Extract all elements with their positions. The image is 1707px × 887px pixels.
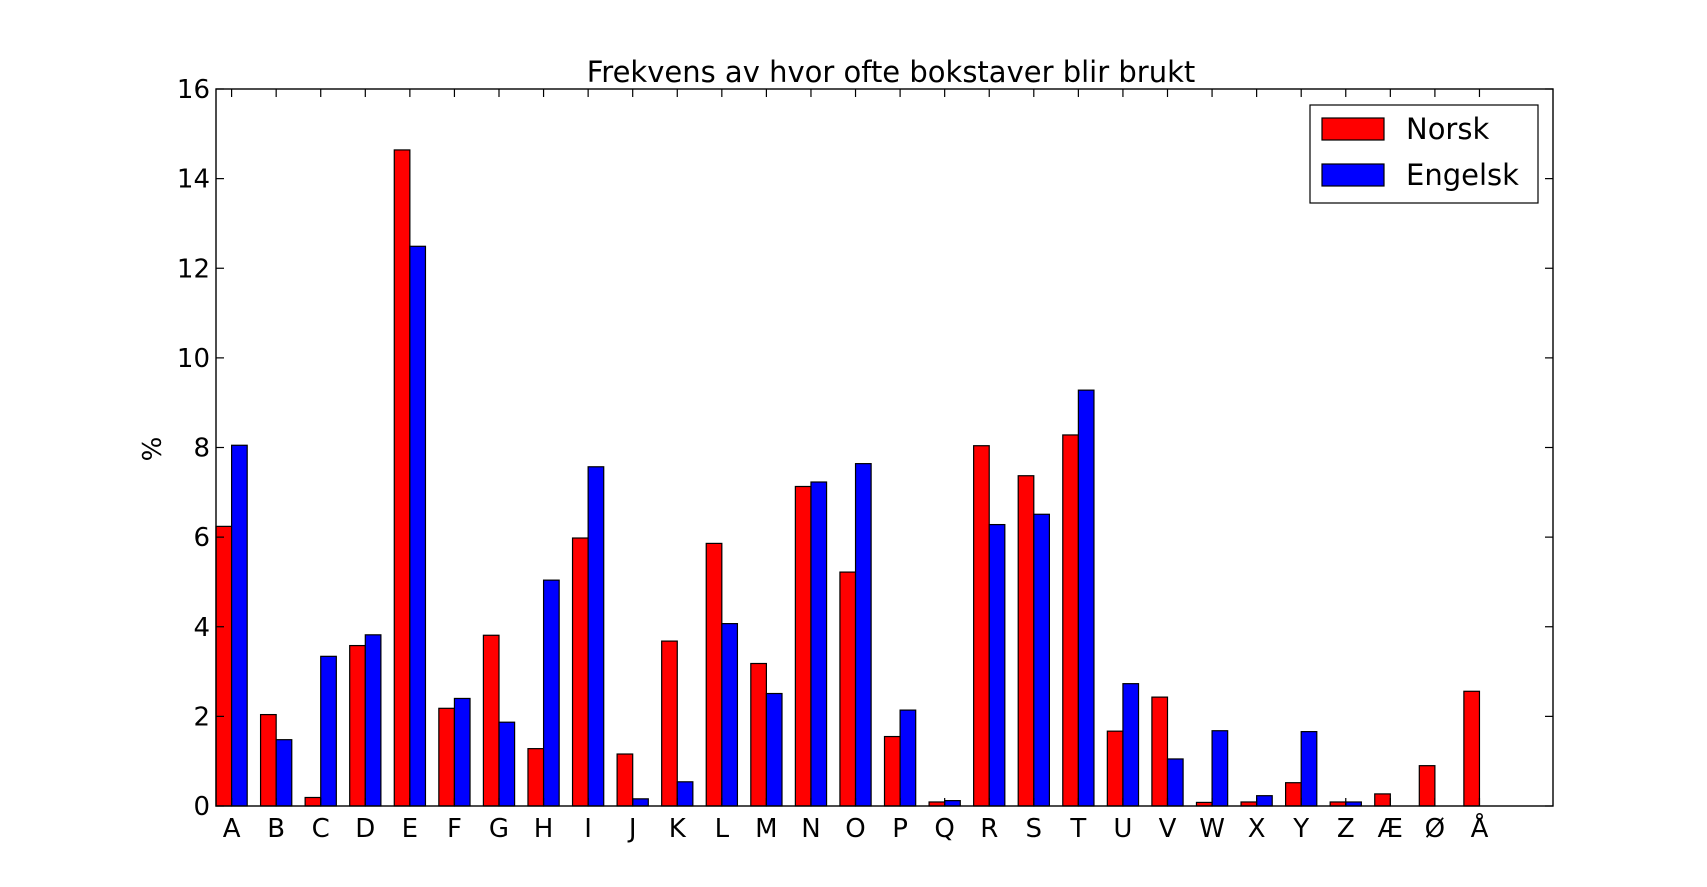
bar-norsk-O — [839, 571, 857, 807]
bar-engelsk-Q — [944, 800, 961, 807]
bar-engelsk-O — [854, 463, 872, 807]
bar-norsk-U — [1106, 730, 1124, 807]
x-tick-label-Å: Å — [1471, 812, 1489, 844]
bar-engelsk-Y — [1300, 731, 1318, 807]
bar-engelsk-A — [231, 444, 248, 807]
bar-norsk-L — [705, 542, 723, 807]
y-tick-label: 12 — [177, 254, 210, 284]
bar-norsk-G — [482, 634, 500, 807]
x-tick-label-L: L — [715, 814, 730, 844]
bar-norsk-K — [661, 640, 678, 807]
y-axis-label: % — [138, 437, 168, 462]
y-tick-label: 14 — [177, 165, 210, 195]
x-tick-label-Æ: Æ — [1378, 814, 1403, 844]
bar-engelsk-L — [721, 623, 739, 807]
x-tick-label-Ø: Ø — [1425, 814, 1445, 844]
bar-norsk-S — [1017, 475, 1035, 807]
x-tick-label-K: K — [669, 814, 687, 844]
legend-swatch-norsk — [1321, 117, 1385, 141]
x-tick-label-N: N — [801, 814, 820, 844]
y-tick-label: 10 — [177, 344, 210, 374]
bar-norsk-R — [973, 445, 990, 807]
bar-norsk-Å — [1463, 690, 1481, 807]
bar-engelsk-E — [409, 245, 427, 807]
y-ticks-group: 0 2 4 6 8 10 12 14 16 — [177, 75, 1553, 822]
x-tick-label-R: R — [980, 814, 998, 844]
bar-engelsk-T — [1077, 389, 1095, 807]
bar-norsk-P — [883, 735, 901, 807]
bar-engelsk-N — [810, 481, 828, 807]
legend-label-norsk: Norsk — [1406, 112, 1489, 146]
bar-engelsk-V — [1166, 758, 1184, 807]
x-tick-label-Y: Y — [1292, 814, 1309, 844]
x-tick-label-W: W — [1199, 814, 1225, 844]
legend-swatch-engelsk — [1321, 163, 1385, 187]
y-tick-label: 0 — [193, 792, 210, 822]
bar-engelsk-R — [988, 523, 1006, 807]
x-tick-label-V: V — [1159, 814, 1177, 844]
bar-norsk-Ø — [1418, 765, 1436, 807]
x-tick-label-P: P — [892, 814, 908, 844]
bar-engelsk-F — [453, 697, 471, 807]
bar-engelsk-B — [275, 739, 293, 807]
x-tick-label-Z: Z — [1337, 814, 1355, 844]
bar-norsk-D — [349, 644, 366, 807]
bar-norsk-M — [750, 662, 767, 807]
bar-engelsk-U — [1122, 683, 1140, 807]
bar-engelsk-S — [1033, 513, 1051, 807]
bar-norsk-B — [259, 713, 277, 807]
bar-engelsk-P — [899, 709, 917, 807]
bar-engelsk-I — [587, 466, 605, 807]
bar-norsk-E — [393, 149, 411, 807]
bar-engelsk-K — [676, 781, 694, 807]
bar-engelsk-H — [542, 579, 560, 807]
bar-norsk-C — [304, 796, 322, 807]
y-tick-label: 6 — [193, 523, 210, 553]
x-tick-label-X: X — [1248, 814, 1266, 844]
bar-engelsk-J — [632, 798, 649, 807]
x-tick-label-A: A — [223, 814, 241, 844]
x-tick-label-D: D — [355, 814, 375, 844]
bar-engelsk-W — [1211, 730, 1229, 807]
x-tick-label-B: B — [267, 814, 285, 844]
bar-norsk-V — [1151, 696, 1169, 807]
x-tick-label-I: I — [584, 814, 592, 844]
x-tick-label-C: C — [312, 814, 330, 844]
x-tick-label-M: M — [755, 814, 777, 844]
y-tick-label: 4 — [193, 613, 210, 643]
bar-norsk-A — [215, 525, 233, 807]
x-tick-label-T: T — [1069, 814, 1086, 844]
bar-norsk-J — [616, 753, 634, 807]
bar-engelsk-G — [498, 721, 516, 807]
bar-norsk-Æ — [1374, 793, 1391, 807]
bar-norsk-Y — [1284, 782, 1302, 807]
legend: Norsk Engelsk — [1309, 104, 1539, 204]
bar-engelsk-D — [364, 634, 382, 807]
bar-norsk-T — [1062, 434, 1079, 807]
bar-engelsk-C — [320, 655, 337, 807]
bar-engelsk-M — [765, 692, 783, 807]
bar-norsk-H — [527, 748, 545, 807]
chart-title: Frekvens av hvor ofte bokstaver blir bru… — [587, 55, 1196, 89]
x-tick-label-S: S — [1026, 814, 1043, 844]
x-tick-label-J: J — [627, 814, 637, 844]
bars-group — [215, 149, 1481, 807]
bar-engelsk-X — [1256, 795, 1273, 807]
bar-norsk-N — [794, 485, 812, 807]
x-tick-label-G: G — [489, 814, 509, 844]
x-tick-label-F: F — [447, 814, 462, 844]
x-tick-label-O: O — [845, 814, 865, 844]
y-tick-label: 2 — [193, 702, 210, 732]
x-tick-label-E: E — [402, 814, 418, 844]
legend-label-engelsk: Engelsk — [1406, 158, 1519, 192]
y-tick-label: 8 — [193, 434, 210, 464]
x-tick-label-U: U — [1113, 814, 1132, 844]
x-tick-label-Q: Q — [934, 814, 954, 844]
y-tick-label: 16 — [177, 75, 210, 105]
bar-norsk-I — [571, 537, 589, 807]
bar-norsk-F — [438, 707, 456, 807]
x-tick-label-H: H — [534, 814, 554, 844]
